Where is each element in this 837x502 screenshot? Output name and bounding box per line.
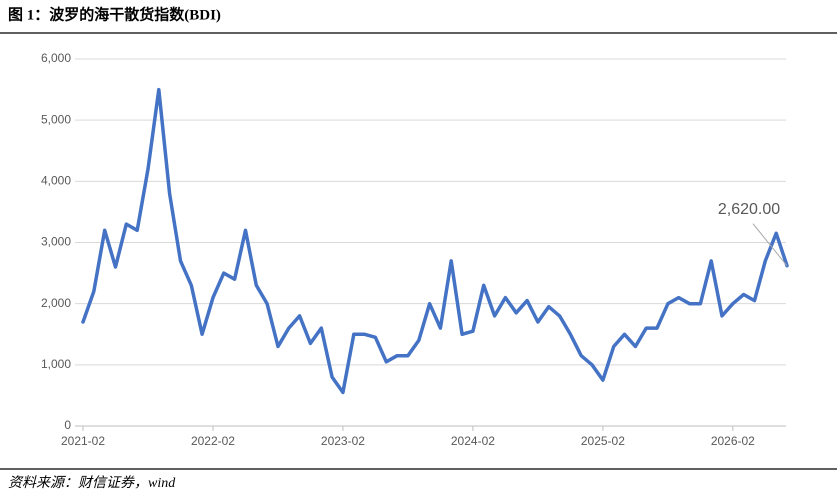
x-tick-label: 2022-02: [191, 434, 235, 448]
data-line: [81, 87, 789, 395]
data-label: 2,620.00: [718, 201, 780, 218]
x-tick-label: 2025-02: [581, 434, 625, 448]
y-tick-label: 6,000: [41, 51, 71, 65]
x-tick-label: 2023-02: [321, 434, 365, 448]
x-tick-label: 2021-02: [61, 434, 105, 448]
y-tick-label: 3,000: [41, 235, 71, 249]
y-tick-label: 5,000: [41, 112, 71, 126]
y-tick-label: 4,000: [41, 174, 71, 188]
chart-title: 图 1：波罗的海干散货指数(BDI): [8, 5, 221, 23]
y-tick-label: 2,000: [41, 296, 71, 310]
x-tick-label: 2024-02: [451, 434, 495, 448]
x-tick-label: 2026-02: [711, 434, 755, 448]
y-tick-label: 1,000: [41, 357, 71, 371]
label-leader: [752, 223, 788, 267]
y-tick-label: 0: [64, 418, 71, 432]
source-note: 资料来源：财信证券，wind: [8, 475, 176, 491]
